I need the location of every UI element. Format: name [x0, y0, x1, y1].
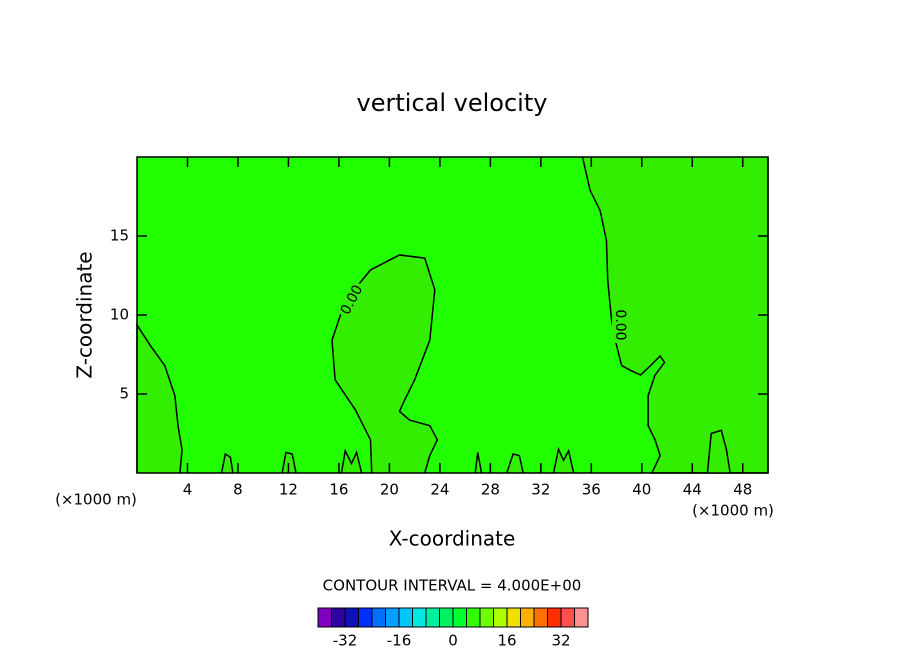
contour-interval: CONTOUR INTERVAL = 4.000E+00	[323, 577, 582, 595]
colorbar-box	[506, 607, 521, 628]
colorbar-tick-label: -16	[387, 632, 412, 650]
x-tick-label: 16	[329, 481, 348, 499]
contour-line	[474, 452, 483, 474]
x-tick-label: 12	[279, 481, 298, 499]
colorbar-tick-label: -32	[333, 632, 358, 650]
contour-region	[331, 254, 438, 473]
y-tick-label: 15	[110, 227, 129, 245]
x-tick-label: 44	[683, 481, 702, 499]
contour-line	[706, 429, 731, 474]
colorbar-tick-label: 32	[551, 632, 570, 650]
colorbar-tick-label: 0	[448, 632, 458, 650]
contour-line	[506, 453, 524, 474]
contour-line	[220, 452, 234, 474]
contour-region	[506, 454, 524, 473]
contour-region	[137, 324, 183, 473]
colorbar-box	[317, 607, 332, 628]
contour-line	[552, 446, 575, 474]
x-tick-label: 24	[430, 481, 449, 499]
x-axis-label: X-coordinate	[389, 527, 516, 551]
contour-region	[707, 430, 731, 473]
colorbar-box	[466, 607, 481, 628]
colorbar-box	[452, 607, 467, 628]
colorbar-box	[358, 607, 373, 628]
colorbar-box	[533, 607, 548, 628]
y-tick-label: 10	[110, 306, 129, 324]
x-tick-label: 8	[233, 481, 243, 499]
x-tick-label: 32	[531, 481, 550, 499]
colorbar-box	[520, 607, 535, 628]
colorbar-box	[385, 607, 400, 628]
x-tick-label: 36	[582, 481, 601, 499]
x-tick-label: 48	[733, 481, 752, 499]
chart-title: vertical velocity	[357, 89, 548, 117]
contour-line	[581, 156, 769, 474]
contour-region	[582, 157, 768, 473]
colorbar-box	[560, 607, 575, 628]
colorbar-box	[493, 607, 508, 628]
contour-label-bg	[612, 307, 628, 343]
colorbar-box	[398, 607, 413, 628]
contour-line	[340, 448, 363, 474]
colorbar-box	[425, 607, 440, 628]
x-tick-label: 40	[632, 481, 651, 499]
contour-region	[341, 450, 362, 473]
colorbar-box	[547, 607, 562, 628]
y-axis-label: Z-coordinate	[73, 251, 97, 378]
x-tick-label: 28	[481, 481, 500, 499]
contour-label: 0.00	[612, 309, 628, 340]
colorbar-box	[331, 607, 346, 628]
x-tick-label: 4	[183, 481, 193, 499]
colorbar-box	[344, 607, 359, 628]
colorbar-box	[439, 607, 454, 628]
colorbar-box	[574, 607, 589, 628]
contour-label-bg	[336, 280, 368, 320]
colorbar-box	[479, 607, 494, 628]
colorbar-box	[412, 607, 427, 628]
contour-line	[331, 254, 439, 474]
contour-line	[136, 322, 183, 474]
y-unit-label: (×1000 m)	[55, 491, 137, 509]
x-unit-label: (×1000 m)	[692, 502, 774, 520]
contour-line	[281, 451, 297, 474]
x-tick-label: 20	[380, 481, 399, 499]
colorbar-tick-label: 16	[497, 632, 516, 650]
colorbar-box	[371, 607, 386, 628]
y-tick-label: 5	[119, 385, 129, 403]
